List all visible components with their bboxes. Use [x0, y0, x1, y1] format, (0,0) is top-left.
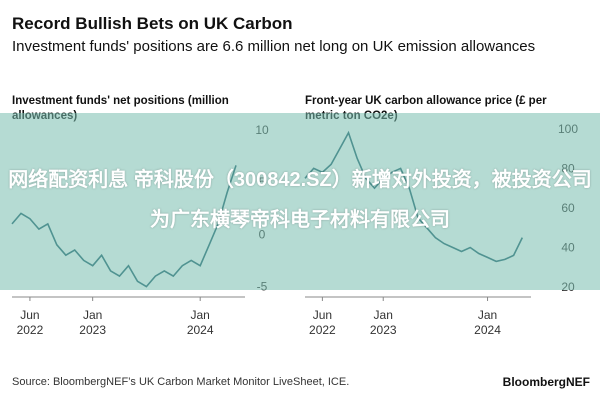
overlay-text: 网络配资利息 帝科股份（300842.SZ）新增对外投资，被投资公司为广东横琴帝…	[8, 169, 592, 231]
x-tick-label: Jan 2024	[187, 308, 214, 337]
source: Source: BloombergNEF’s UK Carbon Market …	[12, 376, 350, 388]
overlay-band	[0, 113, 600, 290]
x-tick-label: Jan 2023	[79, 308, 106, 337]
subtitle: Investment funds' positions are 6.6 mill…	[12, 38, 536, 55]
title: Record Bullish Bets on UK Carbon	[12, 14, 293, 33]
x-tick-label: Jun 2022	[17, 308, 44, 337]
x-tick-label: Jan 2023	[370, 308, 397, 337]
brand: BloombergNEF	[502, 375, 590, 389]
x-tick-label: Jan 2024	[474, 308, 501, 337]
x-tick-label: Jun 2022	[309, 308, 336, 337]
